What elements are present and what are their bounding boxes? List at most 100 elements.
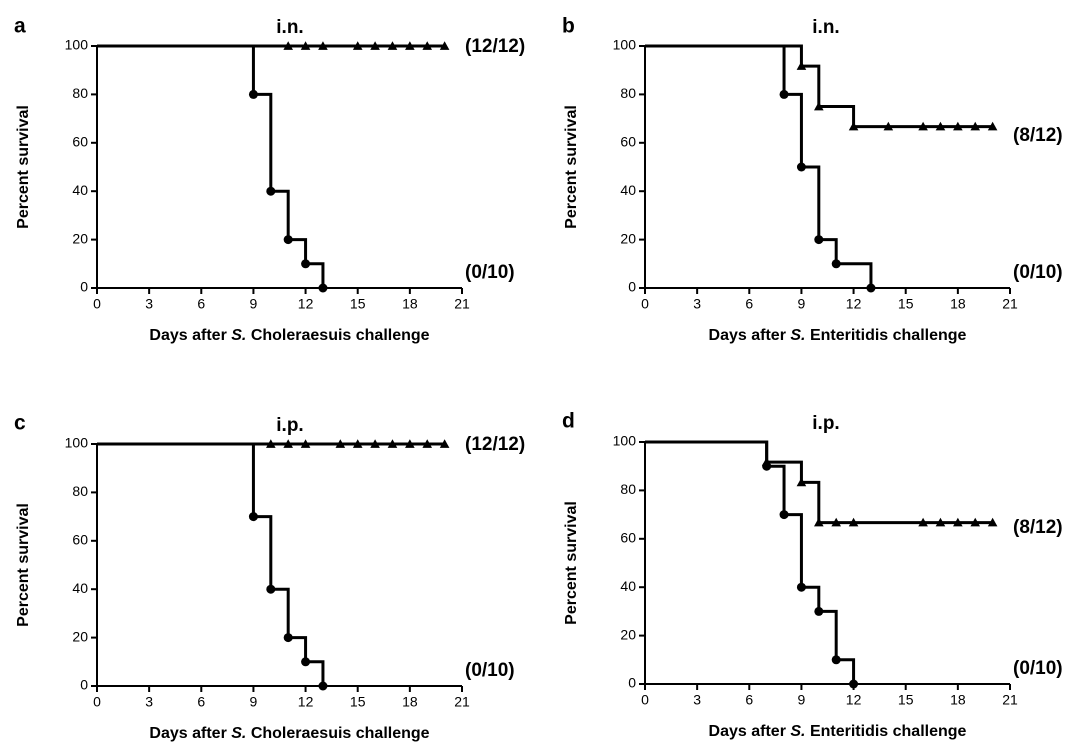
circle-marker	[283, 235, 293, 245]
x-axis-label-part: S.	[790, 327, 805, 344]
x-tick-label: 15	[350, 694, 366, 710]
x-axis-label-part: Days after	[709, 723, 791, 740]
triangle-marker	[831, 517, 841, 527]
panel-letter: a	[14, 15, 26, 38]
triangle-marker	[918, 517, 928, 527]
x-tick-label: 9	[798, 692, 806, 708]
x-tick-label: 9	[250, 296, 258, 312]
chart-title: i.n.	[276, 17, 303, 38]
survival-curve	[645, 440, 856, 684]
x-tick-label: 21	[454, 694, 470, 710]
y-tick-label: 80	[620, 481, 636, 497]
x-tick-label: 3	[145, 694, 153, 710]
triangle-marker	[935, 121, 946, 131]
triangle-marker	[387, 439, 398, 448]
triangle-marker	[266, 439, 276, 448]
series-triangle: (8/12)	[645, 440, 1063, 538]
y-tick-label: 20	[620, 626, 636, 642]
triangle-marker	[283, 41, 293, 50]
chart-panel-a: a i.n. 0 20 40 60 80 100 0 3 6 9 12 15 18 21 Days after …	[14, 15, 525, 345]
y-tick-label: 80	[72, 483, 88, 499]
triangle-marker	[987, 517, 998, 527]
x-tick-label: 12	[298, 296, 314, 312]
triangle-marker	[796, 61, 807, 70]
x-tick-label: 6	[197, 296, 205, 312]
circle-marker	[831, 655, 841, 665]
circle-marker	[849, 679, 859, 689]
x-tick-label: 18	[950, 692, 966, 708]
survival-count-annotation: (8/12)	[1013, 517, 1063, 538]
y-tick-label: 0	[628, 279, 636, 295]
triangle-marker	[935, 517, 946, 527]
circle-marker	[814, 235, 824, 245]
y-tick-label: 40	[620, 182, 636, 198]
x-axis-label-part: S.	[231, 725, 246, 742]
x-tick-label: 3	[693, 692, 701, 708]
x-axis-label-part: Choleraesuis challenge	[246, 327, 429, 344]
x-tick-label: 12	[846, 296, 862, 312]
y-tick-label: 0	[80, 677, 88, 693]
y-tick-label: 100	[65, 37, 89, 53]
x-axis-label-part: Enteritidis challenge	[806, 327, 967, 344]
x-tick-label: 6	[197, 694, 205, 710]
y-tick-label: 100	[65, 435, 89, 451]
circle-marker	[762, 461, 772, 471]
x-tick-label: 0	[641, 692, 649, 708]
y-tick-label: 20	[72, 230, 88, 246]
y-tick-label: 60	[620, 134, 636, 150]
x-tick-label: 9	[250, 694, 258, 710]
x-tick-label: 15	[350, 296, 366, 312]
survival-curve	[97, 44, 325, 288]
y-tick-label: 100	[613, 433, 637, 449]
x-tick-label: 0	[641, 296, 649, 312]
x-tick-label: 21	[1002, 692, 1018, 708]
x-axis-label: Days after S. Choleraesuis challenge	[149, 327, 429, 344]
circle-marker	[831, 259, 841, 269]
y-tick-label: 0	[80, 279, 88, 295]
chart-title: i.p.	[276, 415, 303, 436]
series-triangle: (8/12)	[645, 44, 1063, 146]
triangle-marker	[422, 439, 433, 448]
y-axis-label: Percent survival	[15, 105, 32, 229]
chart-title: i.p.	[812, 413, 839, 434]
x-axis-label-part: Days after	[709, 327, 791, 344]
series-circle: (0/10)	[645, 44, 1063, 293]
chart-panel-b: b i.n. 0 20 40 60 80 100 0 3 6 9 12 15 18 21 Days after …	[562, 15, 1063, 345]
x-axis-label-part: S.	[231, 327, 246, 344]
survival-count-annotation: (0/10)	[1013, 658, 1063, 679]
x-axis-label: Days after S. Enteritidis challenge	[709, 723, 967, 740]
x-tick-label: 18	[950, 296, 966, 312]
circle-marker	[248, 89, 258, 99]
triangle-marker	[953, 121, 963, 131]
triangle-marker	[848, 517, 859, 527]
x-tick-label: 3	[145, 296, 153, 312]
x-axis-label-part: Enteritidis challenge	[806, 723, 967, 740]
x-axis-label-part: S.	[790, 723, 805, 740]
x-tick-label: 21	[454, 296, 470, 312]
survival-count-annotation: (8/12)	[1013, 125, 1063, 146]
triangle-marker	[987, 121, 998, 131]
survival-curve	[645, 44, 873, 288]
triangle-marker	[918, 121, 928, 131]
triangle-marker	[370, 41, 380, 50]
circle-marker	[283, 633, 293, 643]
triangle-marker	[300, 439, 311, 448]
survival-count-annotation: (12/12)	[465, 434, 525, 455]
x-tick-label: 15	[898, 296, 914, 312]
survival-count-annotation: (0/10)	[465, 660, 515, 681]
survival-curve	[97, 442, 325, 686]
x-axis-label-part: Choleraesuis challenge	[246, 725, 429, 742]
circle-marker	[814, 606, 824, 616]
y-tick-label: 20	[72, 628, 88, 644]
chart-title: i.n.	[812, 17, 839, 38]
triangle-marker	[422, 41, 433, 50]
triangle-marker	[352, 439, 363, 448]
triangle-marker	[439, 41, 450, 50]
y-tick-label: 40	[620, 578, 636, 594]
triangle-marker	[814, 517, 824, 527]
survival-curve	[645, 44, 993, 129]
x-tick-label: 15	[898, 692, 914, 708]
y-tick-label: 20	[620, 230, 636, 246]
series-circle: (0/10)	[645, 440, 1063, 689]
circle-marker	[318, 283, 328, 293]
